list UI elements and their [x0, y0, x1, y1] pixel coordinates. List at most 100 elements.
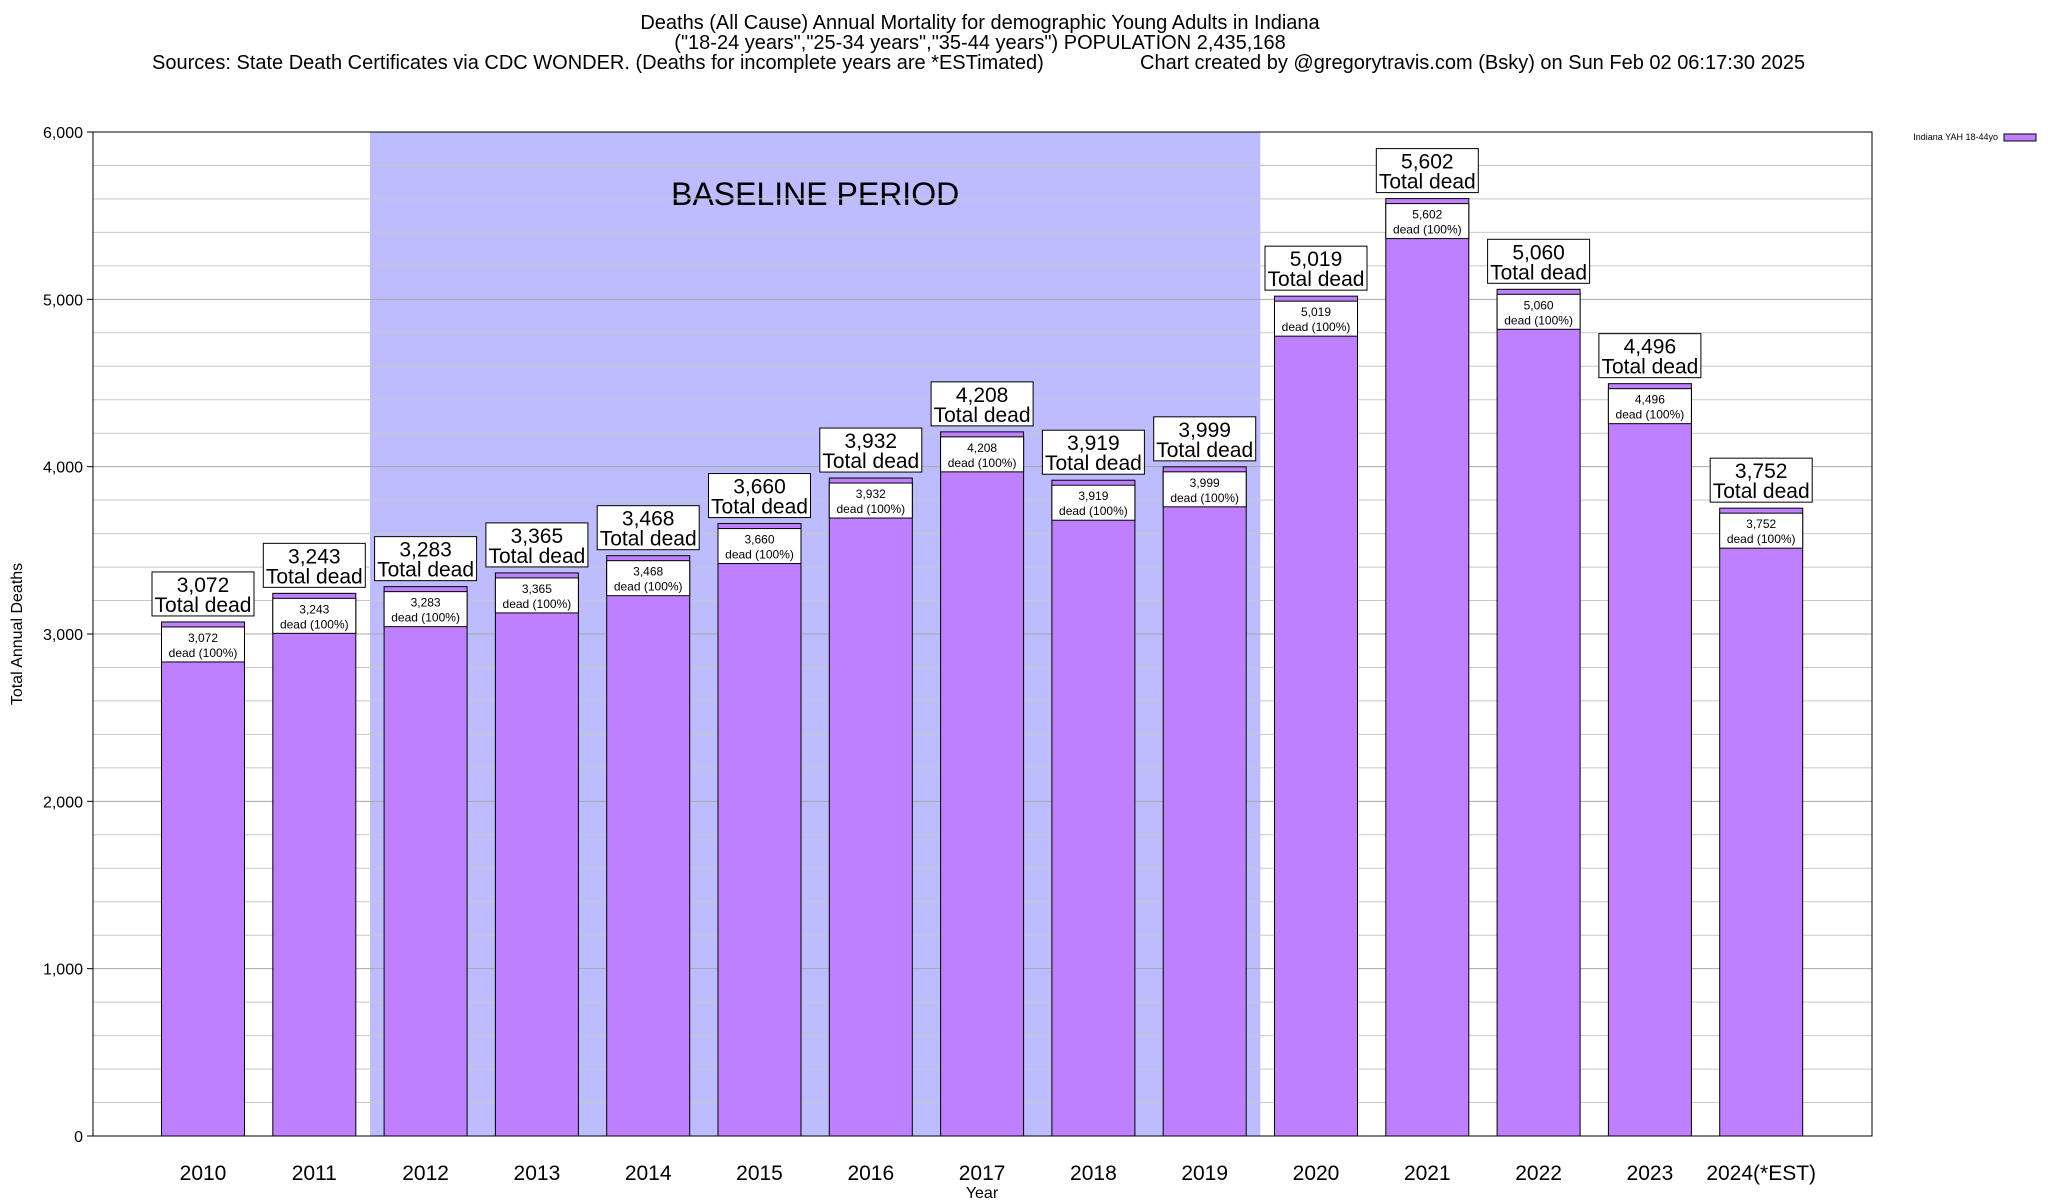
- total-label-suffix: Total dead: [155, 594, 252, 617]
- inner-label-value: 3,072: [188, 631, 218, 645]
- total-label-suffix: Total dead: [377, 559, 474, 582]
- total-label-box: [1264, 245, 1368, 291]
- total-label-value: 3,365: [511, 525, 564, 548]
- inner-label-box: [1051, 484, 1136, 521]
- inner-label-box: [1274, 300, 1358, 337]
- total-label-box: [151, 571, 255, 617]
- total-label-value: 5,060: [1512, 241, 1565, 264]
- total-label-value: 3,932: [845, 430, 898, 453]
- inner-label-value: 3,365: [522, 582, 552, 596]
- inner-label-value: 3,468: [633, 565, 663, 579]
- total-label-box: [1153, 416, 1257, 462]
- x-tick-label: 2014: [625, 1162, 672, 1185]
- y-tick-label: 0: [74, 1129, 83, 1146]
- x-tick-label: 2019: [1181, 1162, 1228, 1185]
- total-label-box: [374, 536, 478, 582]
- inner-label-box: [1719, 512, 1804, 549]
- legend-swatch: [2003, 133, 2037, 142]
- bar-2011: [272, 592, 357, 1137]
- inner-label-box: [1607, 388, 1692, 425]
- y-tick-label: 3,000: [43, 627, 83, 644]
- inner-label-suffix: dead (100%): [836, 502, 905, 516]
- bar-2015: [717, 523, 802, 1137]
- x-tick-label: 2018: [1070, 1162, 1117, 1185]
- axes-layer: 0 1,000 2,000 3,000 4,000 5,000 6,000 2010 2011 2…: [9, 125, 1873, 1200]
- total-label-suffix: Total dead: [934, 404, 1031, 427]
- total-label-box: [1709, 457, 1813, 503]
- total-label-value: 3,072: [177, 574, 230, 597]
- x-tick-label: 2023: [1627, 1162, 1674, 1185]
- bar-2021: [1385, 198, 1470, 1137]
- total-label-box: [1598, 333, 1702, 379]
- bar-2016: [828, 477, 913, 1137]
- total-label-box: [1041, 429, 1145, 475]
- baseline-period-label: BASELINE PERIOD: [671, 176, 959, 212]
- bar-2018: [1051, 479, 1136, 1137]
- inner-label-box: [1385, 203, 1470, 240]
- bar-2020: [1274, 295, 1358, 1137]
- total-label-value: 3,660: [733, 476, 786, 499]
- inner-label-box: [494, 577, 579, 614]
- bar-2019: [1162, 466, 1247, 1137]
- inner-label-box: [272, 597, 357, 634]
- legend-label: Indiana YAH 18-44yo: [1913, 132, 1998, 142]
- total-label-value: 5,602: [1401, 151, 1454, 174]
- chart-subtitle: ("18-24 years","25-34 years","35-44 year…: [674, 32, 1286, 54]
- inner-label-value: 3,752: [1746, 517, 1776, 531]
- y-tick-label: 1,000: [43, 962, 83, 979]
- inner-label-value: 5,019: [1301, 305, 1331, 319]
- inner-label-box: [828, 482, 913, 519]
- inner-label-value: 3,919: [1078, 489, 1108, 503]
- inner-label-suffix: dead (100%): [169, 646, 238, 660]
- y-axis-title: Total Annual Deaths: [9, 563, 26, 705]
- inner-label-suffix: dead (100%): [1282, 320, 1351, 334]
- inner-label-suffix: dead (100%): [1616, 408, 1685, 422]
- inner-label-suffix: dead (100%): [1059, 504, 1128, 518]
- inner-label-suffix: dead (100%): [614, 580, 683, 594]
- chart-sources: Sources: State Death Certificates via CD…: [152, 52, 1044, 74]
- bar-2023: [1607, 383, 1692, 1137]
- x-tick-label: 2021: [1404, 1162, 1451, 1185]
- legend: Indiana YAH 18-44yo: [1913, 132, 2037, 142]
- total-label-value: 4,208: [956, 384, 1009, 407]
- total-label-suffix: Total dead: [1379, 171, 1476, 194]
- total-label-value: 3,243: [288, 545, 341, 568]
- x-tick-label: 2010: [180, 1162, 227, 1185]
- total-label-box: [819, 427, 923, 473]
- total-label-box: [708, 473, 811, 519]
- y-tick-label: 5,000: [43, 292, 83, 309]
- x-tick-label: 2015: [736, 1162, 783, 1185]
- inner-label-value: 3,283: [411, 596, 441, 610]
- bar-2013: [494, 572, 579, 1137]
- inner-label-value: 3,999: [1190, 476, 1220, 490]
- bar-2024(*EST): [1719, 507, 1804, 1137]
- total-label-value: 3,999: [1178, 419, 1231, 442]
- total-label-box: [930, 381, 1034, 427]
- inner-label-suffix: dead (100%): [1170, 491, 1239, 505]
- total-label-value: 3,283: [399, 539, 452, 562]
- total-label-value: 4,496: [1624, 336, 1677, 359]
- total-label-suffix: Total dead: [266, 565, 363, 588]
- inner-label-value: 5,602: [1412, 208, 1442, 222]
- x-tick-label: 2020: [1293, 1162, 1340, 1185]
- inner-label-suffix: dead (100%): [1727, 532, 1796, 546]
- inner-label-value: 3,660: [744, 533, 774, 547]
- inner-label-suffix: dead (100%): [1504, 313, 1573, 327]
- inner-label-suffix: dead (100%): [391, 611, 460, 625]
- total-label-suffix: Total dead: [600, 528, 697, 551]
- inner-label-value: 3,932: [856, 487, 886, 501]
- total-label-value: 3,752: [1735, 460, 1788, 483]
- total-label-box: [485, 522, 589, 568]
- y-tick-label: 6,000: [43, 125, 83, 142]
- bars-layer: [161, 198, 1804, 1137]
- y-tick-label: 4,000: [43, 460, 83, 477]
- inner-label-suffix: dead (100%): [503, 597, 572, 611]
- total-label-value: 3,919: [1067, 432, 1120, 455]
- total-label-suffix: Total dead: [711, 496, 808, 519]
- x-tick-label: 2024(*EST): [1706, 1162, 1816, 1185]
- inner-label-suffix: dead (100%): [725, 548, 794, 562]
- inner-label-box: [383, 591, 468, 628]
